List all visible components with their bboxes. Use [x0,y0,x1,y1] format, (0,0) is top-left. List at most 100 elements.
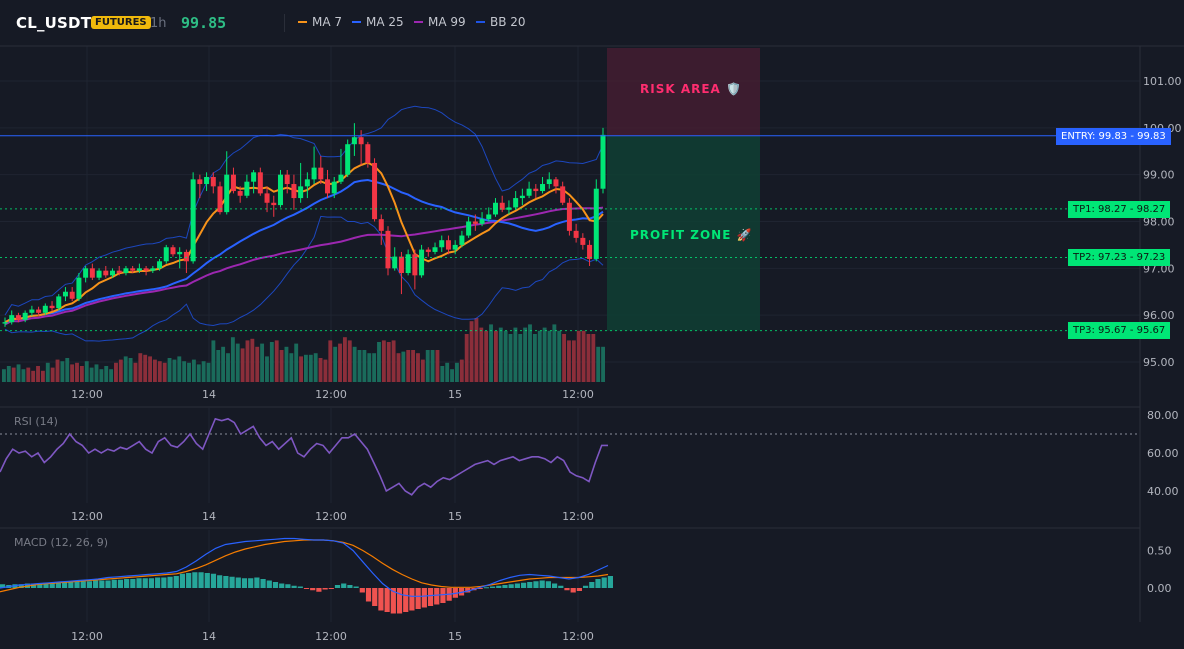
ma25-swatch-icon [352,21,361,23]
macd-histogram-bar [173,576,179,588]
risk-area-label: RISK AREA 🛡️ [640,82,742,96]
macd-histogram-bar [465,588,471,593]
tp1-price-tag[interactable]: TP1: 98.27 - 98.27 [1068,201,1171,218]
time-tick-label: 12:00 [315,630,347,643]
volume-bar [586,334,591,382]
volume-bar [581,330,586,382]
candle-body [479,219,485,224]
symbol-name[interactable]: CL_USDT [16,14,92,32]
candle-body [318,167,324,180]
candle-body [89,268,95,278]
macd-histogram-bar [527,582,533,588]
rsi-tick-label: 80.00 [1147,409,1179,422]
macd-histogram-bar [365,588,372,602]
macd-histogram-bar [55,582,62,588]
candle-body [224,174,230,213]
macd-histogram-bar [582,585,589,588]
volume-bar [294,343,299,382]
macd-histogram-bar [217,575,223,588]
bb20-swatch-icon [476,21,485,23]
legend-bb20[interactable]: BB 20 [476,15,526,29]
candle-body [204,177,210,185]
macd-signal-line [0,539,609,593]
candle-body [345,144,351,175]
volume-bar [411,350,416,382]
volume-bar [386,342,391,382]
candle-body [210,177,216,187]
candle-body [385,230,391,269]
macd-histogram-bar [440,588,446,603]
candle-body [42,305,48,313]
volume-bar [479,327,484,382]
volume-bar [45,362,50,382]
macd-histogram-bar [595,579,601,588]
legend-ma99[interactable]: MA 99 [414,15,466,29]
candle-body [372,162,378,220]
volume-bar [342,337,347,382]
volume-bar [201,361,206,382]
macd-histogram-bar [235,577,241,588]
volume-bar [445,362,450,382]
rsi-title: RSI (14) [14,415,58,428]
candle-body [136,268,142,271]
macd-histogram-bar [539,580,545,588]
volume-bar [601,346,605,382]
macd-histogram-bar [415,588,421,609]
macd-histogram-bar [322,588,328,590]
macd-histogram-bar [390,588,396,614]
volume-bar [191,359,196,382]
volume-bar [381,340,386,382]
macd-histogram-bar [161,577,167,588]
tp2-price-tag[interactable]: TP2: 97.23 - 97.23 [1068,249,1171,266]
volume-bar [352,346,357,382]
macd-histogram-bar [359,588,365,593]
candle-body [69,291,75,299]
volume-bar [279,350,284,382]
volume-bar [2,369,6,382]
macd-histogram-bar [403,588,409,612]
legend-ma25[interactable]: MA 25 [352,15,404,29]
macd-histogram-bar [80,581,86,588]
price-tick-label: 95.00 [1143,356,1175,369]
profit-zone-box[interactable] [607,135,760,331]
candle-body [217,186,223,213]
interval-selector[interactable]: 1h [150,16,167,31]
macd-histogram-bar [564,588,570,591]
volume-bar [255,346,260,382]
risk-area-box[interactable] [607,48,760,136]
candle-body [36,309,42,313]
volume-bar [391,340,396,382]
volume-bar [128,358,133,382]
volume-bar [284,346,289,382]
macd-histogram-bar [68,582,74,588]
candle-body [445,240,451,250]
volume-bar [240,348,245,382]
macd-histogram-bar [303,588,310,589]
legend-ma7[interactable]: MA 7 [298,15,342,29]
volume-bar [557,330,562,382]
candle-body [150,268,156,271]
macd-tick-label: 0.50 [1147,545,1172,558]
candle-body [83,268,89,278]
macd-pane: MACD (12, 26, 9) 0.50 0.00 [0,536,1172,614]
volume-bar [94,364,99,382]
ma7-line [4,161,604,324]
volume-bar [518,334,523,382]
ma25-line [4,178,604,324]
macd-histogram-bar [483,587,489,589]
tp3-price-tag[interactable]: TP3: 95.67 - 95.67 [1068,322,1171,339]
volume-bar [289,353,294,382]
entry-price-tag[interactable]: ENTRY: 99.83 - 99.83 [1056,128,1171,145]
legend-label: MA 7 [312,15,343,29]
candle-body [452,244,458,250]
macd-histogram-bar [186,573,192,588]
macd-histogram-bar [155,577,161,588]
time-tick-label: 12:00 [71,630,103,643]
volume-bar [513,327,518,382]
macd-histogram-bar [18,584,24,588]
volume-bar [196,364,201,382]
candle-body [197,179,203,185]
volume-bar [153,359,157,382]
macd-histogram-bar [601,577,607,588]
